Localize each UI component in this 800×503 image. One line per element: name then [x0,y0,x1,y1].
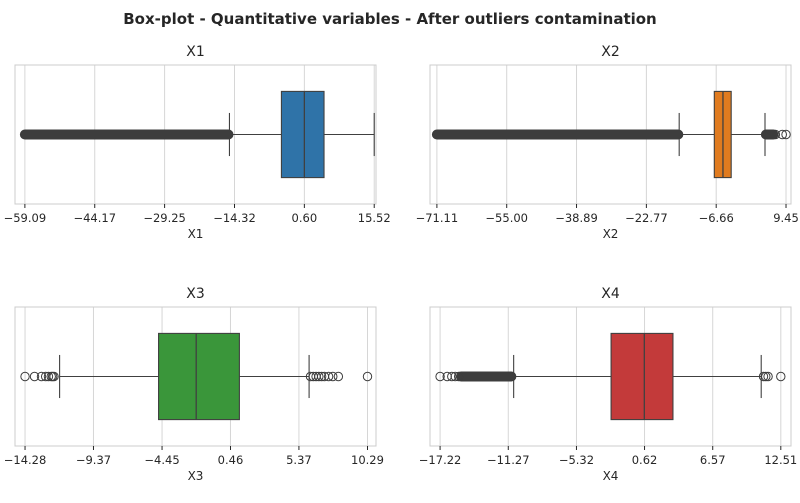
plot-frame [429,64,792,205]
tick-label: −11.27 [487,453,530,467]
tick-label: −17.22 [419,453,462,467]
iqr-box [610,332,674,421]
outlier-point [447,371,457,382]
tick-label: −22.77 [625,211,668,225]
figure-title: Box-plot - Quantitative variables - Afte… [123,10,657,28]
tick-label: −44.17 [73,211,116,225]
panel-x3: X3 −14.28 −9.37 −4.45 0.46 5.37 10.29 X3 [4,286,384,483]
plot-frame [14,306,377,447]
panel-x2: X2 −71.11 −55.00 −38.89 −22.77 −6.66 9.45 X2 [416,44,799,241]
outlier-band [455,371,517,382]
tick-label: 0.46 [218,453,244,467]
iqr-box [280,90,325,179]
plot-frame [14,64,377,205]
outlier-band [19,129,234,140]
outlier-point [763,371,773,382]
x-axis-label: X4 [603,469,619,483]
tick-label: 0.62 [632,453,658,467]
tick-label: −38.89 [555,211,598,225]
tick-label: −6.66 [699,211,734,225]
x-axis-label: X1 [188,227,204,241]
tick-label: −5.32 [559,453,594,467]
outlier-point [776,371,786,382]
tick-label: −14.28 [4,453,47,467]
outlier-point [435,371,445,382]
tick-label: 9.45 [773,211,799,225]
outlier-point [761,371,771,382]
outlier-point [781,129,791,140]
outlier-point [362,371,373,382]
outlier-point [20,371,30,382]
outlier-point [333,371,344,382]
tick-label: −71.11 [416,211,459,225]
outlier-point [49,371,59,382]
panel-x1: X1 −59.09 −44.17 −29.25 −14.32 0.60 15.52 X1 [4,44,391,241]
tick-label: −29.25 [143,211,186,225]
x-axis-label: X2 [603,227,619,241]
outlier-point [36,371,47,382]
panel-title: X3 [186,286,205,302]
tick-label: −4.45 [144,453,179,467]
tick-label: −59.09 [4,211,47,225]
panel-title: X1 [186,44,205,60]
panel-title: X2 [601,44,620,60]
tick-label: 12.51 [764,453,797,467]
outlier-point [29,371,40,382]
tick-label: 6.57 [700,453,726,467]
panel-x4: X4 −17.22 −11.27 −5.32 0.62 6.57 12.51 X4 [419,286,797,483]
tick-label: −9.37 [76,453,111,467]
outlier-point [450,371,460,382]
outlier-point [453,371,464,382]
outlier-point [314,371,324,382]
outlier-point [758,371,769,382]
outlier-band [431,129,684,140]
panel-title: X4 [601,286,620,302]
outlier-point [770,129,781,140]
tick-label: 0.60 [292,211,318,225]
outlier-point [316,371,327,382]
tick-label: 5.37 [286,453,312,467]
tick-label: 15.52 [358,211,391,225]
iqr-box [158,332,240,421]
tick-label: −55.00 [485,211,528,225]
x-axis-label: X3 [188,469,204,483]
outlier-point [777,129,788,140]
tick-label: 10.29 [351,453,384,467]
tick-label: −14.32 [213,211,256,225]
plot-frame [429,306,792,447]
outlier-point [43,371,54,382]
outlier-point [323,371,334,382]
outlier-point [328,371,338,382]
